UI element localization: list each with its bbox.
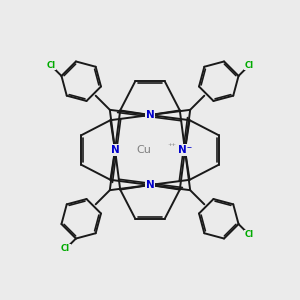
Text: N: N: [111, 145, 119, 155]
Text: Cl: Cl: [46, 61, 56, 70]
Text: Cl: Cl: [244, 230, 254, 239]
Text: Cl: Cl: [61, 244, 70, 253]
Text: Cl: Cl: [244, 61, 254, 70]
Text: ⁺⁺: ⁺⁺: [167, 142, 176, 151]
Text: N⁻: N⁻: [178, 145, 192, 155]
Text: N: N: [146, 110, 154, 120]
Text: N: N: [146, 180, 154, 190]
Text: Cu: Cu: [136, 145, 151, 155]
